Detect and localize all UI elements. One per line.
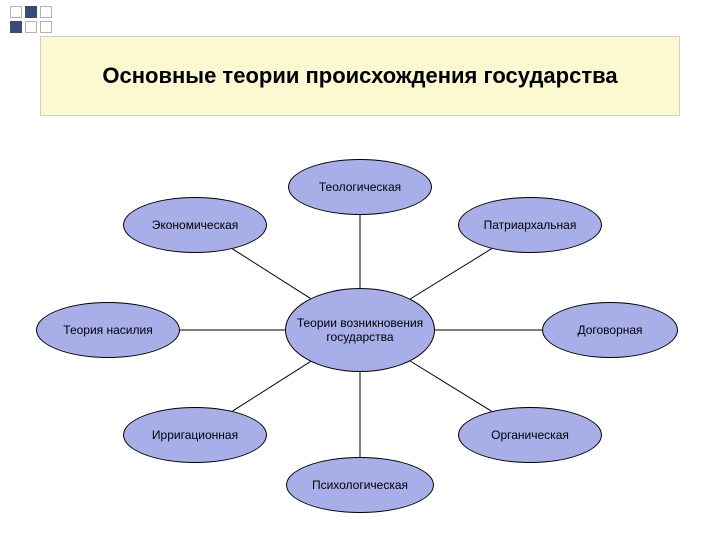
spoke-node-violence: Теория насилия xyxy=(36,302,180,358)
deco-square xyxy=(10,6,22,18)
spoke-node-contractual: Договорная xyxy=(542,302,678,358)
title-box: Основные теории происхождения государств… xyxy=(40,36,680,116)
deco-square xyxy=(25,6,37,18)
spoke-node-organic: Органическая xyxy=(458,407,602,463)
deco-square xyxy=(25,21,37,33)
deco-square xyxy=(10,21,22,33)
center-node: Теории возникновения государства xyxy=(285,288,435,372)
deco-square xyxy=(40,6,52,18)
spoke-node-irrigation: Ирригационная xyxy=(123,407,267,463)
spoke-node-theological: Теологическая xyxy=(288,159,432,215)
page-title: Основные теории происхождения государств… xyxy=(102,62,617,91)
deco-square xyxy=(40,21,52,33)
spoke-node-psychological: Психологическая xyxy=(286,457,434,513)
spoke-node-patriarchal: Патриархальная xyxy=(458,197,602,253)
corner-decoration xyxy=(10,6,52,33)
spoke-node-economic: Экономическая xyxy=(123,197,267,253)
